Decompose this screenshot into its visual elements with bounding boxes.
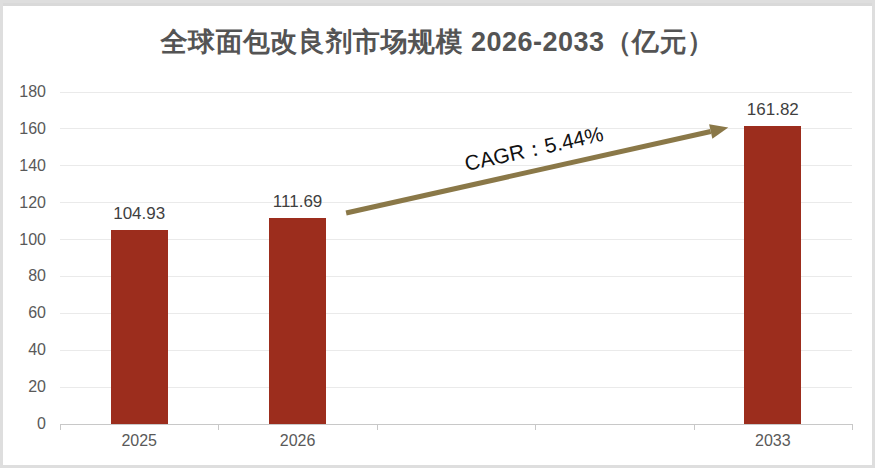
y-tick-label: 20: [0, 378, 46, 396]
gridline: [60, 128, 852, 129]
gridline: [60, 387, 852, 388]
gridline: [60, 239, 852, 240]
y-tick-label: 100: [0, 231, 46, 249]
x-tick-label: 2033: [723, 432, 823, 450]
x-axis-tick: [60, 424, 61, 430]
x-axis-tick: [852, 424, 853, 430]
x-axis-tick: [377, 424, 378, 430]
y-tick-label: 180: [0, 83, 46, 101]
bar-value-label: 104.93: [89, 204, 189, 224]
gridline: [60, 313, 852, 314]
gridline: [60, 276, 852, 277]
y-tick-label: 140: [0, 157, 46, 175]
chart-card: 全球面包改良剂市场规模 2026-2033（亿元） 02040608010012…: [0, 0, 875, 468]
x-axis-tick: [535, 424, 536, 430]
gridline: [60, 350, 852, 351]
x-axis-tick: [694, 424, 695, 430]
y-tick-label: 160: [0, 120, 46, 138]
bar-2025: [111, 230, 168, 424]
y-tick-label: 0: [0, 415, 46, 433]
x-axis-line: [60, 424, 852, 425]
x-tick-label: 2026: [248, 432, 348, 450]
bar-value-label: 111.69: [248, 192, 348, 212]
y-tick-label: 80: [0, 267, 46, 285]
plot-area: 0 20 40 60 80 100 120 140 160 180 104.93 2025 111.69…: [0, 0, 875, 468]
x-tick-label: 2025: [89, 432, 189, 450]
y-tick-label: 40: [0, 341, 46, 359]
gridline: [60, 92, 852, 93]
bar-value-label: 161.82: [723, 100, 823, 120]
gridline: [60, 165, 852, 166]
y-tick-label: 120: [0, 194, 46, 212]
x-axis-tick: [218, 424, 219, 430]
gridline: [60, 202, 852, 203]
bar-2026: [269, 218, 326, 424]
y-tick-label: 60: [0, 304, 46, 322]
bar-2033: [744, 126, 801, 424]
